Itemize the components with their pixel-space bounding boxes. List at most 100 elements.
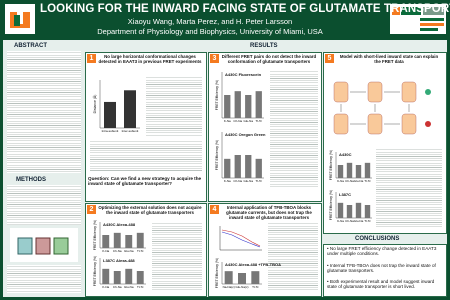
bar	[251, 271, 260, 284]
conclusion-item: • Internal TFB-TBOA does not trap the in…	[327, 263, 443, 274]
conclusion-text: Both experimental result and model sugge…	[327, 279, 435, 290]
x-tick-label: Intra-subunit	[102, 129, 119, 133]
section-heading: ABSTRACT	[14, 43, 47, 49]
bar	[224, 158, 231, 178]
chart-label: L387C Alexa-488	[103, 258, 135, 263]
x-tick-label: K-Na	[102, 249, 109, 253]
title: LOOKING FOR THE INWARD FACING STATE OF G…	[40, 3, 450, 15]
x-tick-label: Ch-Na	[233, 119, 242, 123]
logo-left	[5, 4, 35, 34]
bar	[337, 202, 344, 218]
panel	[323, 244, 447, 297]
y-axis-label: FRET Efficiency (%)	[329, 150, 333, 180]
x-tick-label: K-Na	[224, 119, 231, 123]
section-heading: CONCLUSIONS	[355, 236, 400, 242]
y-axis-label: FRET Efficiency (%)	[215, 80, 219, 110]
x-tick-label: Glu-Na	[243, 119, 253, 123]
bullet: •	[327, 246, 330, 251]
y-axis-label: FRET Efficiency (%)	[93, 220, 97, 250]
panel-title: Optimizing the external solution does no…	[98, 205, 202, 215]
bar	[337, 165, 344, 178]
x-tick-label: Tl-Tc	[256, 179, 263, 183]
x-tick-label: Ch-Na	[345, 219, 354, 223]
panel-title: Model with short-lived inward state can …	[339, 54, 439, 64]
x-tick-label: Tl-Tc	[364, 179, 371, 183]
caption	[376, 148, 442, 228]
chart-label: L387C	[339, 192, 351, 197]
panel-number: 5	[325, 54, 334, 63]
chart-label: A430C Alexa-488	[103, 222, 136, 227]
bar	[245, 155, 252, 178]
bar	[234, 155, 241, 178]
model-diagram	[333, 81, 431, 135]
x-tick-label: Glu-Na(c)	[235, 285, 248, 289]
bar	[346, 205, 353, 218]
bar	[102, 268, 110, 284]
x-tick-label: K-Na	[102, 285, 109, 289]
department: Department of Physiology and Biophysics,…	[97, 27, 323, 36]
chart-label: A430C Alexa-488 +TFB-TBOA	[225, 262, 281, 267]
authors: Xiaoyu Wang, Marta Perez, and H. Peter L…	[127, 17, 293, 26]
methods-text	[7, 185, 81, 225]
x-tick-label: K-Na	[337, 219, 344, 223]
abstract-text	[7, 51, 81, 173]
chart-label: A430C	[339, 152, 352, 157]
bar	[346, 162, 353, 178]
bullet: •	[327, 279, 330, 284]
current-trace	[219, 226, 262, 251]
bar	[364, 162, 371, 178]
section-heading: METHODS	[16, 177, 46, 183]
x-tick-label: Tl-Tc	[364, 219, 371, 223]
bar	[104, 101, 116, 128]
conclusion-item: • Both experimental result and model sug…	[327, 279, 443, 290]
y-axis-label: FRET Efficiency (%)	[215, 258, 219, 288]
bar	[136, 232, 144, 248]
bar	[125, 268, 133, 284]
x-tick-label: Tl-Tc	[256, 119, 263, 123]
bar	[124, 90, 136, 128]
x-tick-label: Ch-Na	[113, 249, 122, 253]
bar	[238, 273, 246, 284]
bullet: •	[327, 263, 330, 268]
panel-number: 2	[87, 205, 96, 214]
bar	[234, 91, 241, 118]
bar	[255, 158, 262, 178]
bar	[224, 271, 233, 284]
bar	[113, 271, 121, 284]
y-axis-label: FRET Efficiency (%)	[215, 140, 219, 170]
bar	[102, 235, 110, 248]
caption	[90, 140, 202, 172]
caption	[270, 70, 318, 188]
section-heading: RESULTS	[250, 43, 278, 49]
bar	[125, 235, 133, 248]
x-tick-label: Tl-Tc	[137, 285, 144, 289]
caption	[152, 222, 202, 290]
x-tick-label: Na-Na(c)	[223, 285, 235, 289]
methods-text	[7, 265, 81, 293]
conclusion-item: • No large FRET efficiency change detect…	[327, 246, 443, 257]
bar	[224, 95, 231, 118]
x-tick-label: Glu-Na	[243, 179, 253, 183]
chart-label: A430C Oregon Green	[225, 132, 266, 137]
panel-title: Different FRET pairs do not detect the i…	[221, 54, 317, 64]
caption	[146, 76, 202, 136]
logo-right	[390, 4, 446, 34]
conclusion-text: Internal TFB-TBOA does not trap the inwa…	[327, 263, 436, 274]
caption	[268, 222, 318, 290]
y-axis-label: FRET Efficiency (%)	[329, 190, 333, 220]
chart-label: A430C Fluorescein	[225, 72, 262, 77]
x-tick-label: Tl-Tc	[252, 285, 259, 289]
panel-title: No large horizontal conformational chang…	[98, 54, 202, 64]
x-tick-label: K-Na	[224, 179, 231, 183]
x-tick-label: Tl-Tc	[137, 249, 144, 253]
x-tick-label: Ch-Na	[113, 285, 122, 289]
bar	[245, 95, 252, 118]
bar	[355, 202, 362, 218]
y-axis-label: FRET Efficiency (%)	[93, 256, 97, 286]
x-tick-label: Glu-Na	[124, 249, 134, 253]
x-tick-label: Inter-subunit	[122, 129, 139, 133]
panel-number: 3	[210, 54, 219, 63]
panel-number: 4	[210, 205, 219, 214]
